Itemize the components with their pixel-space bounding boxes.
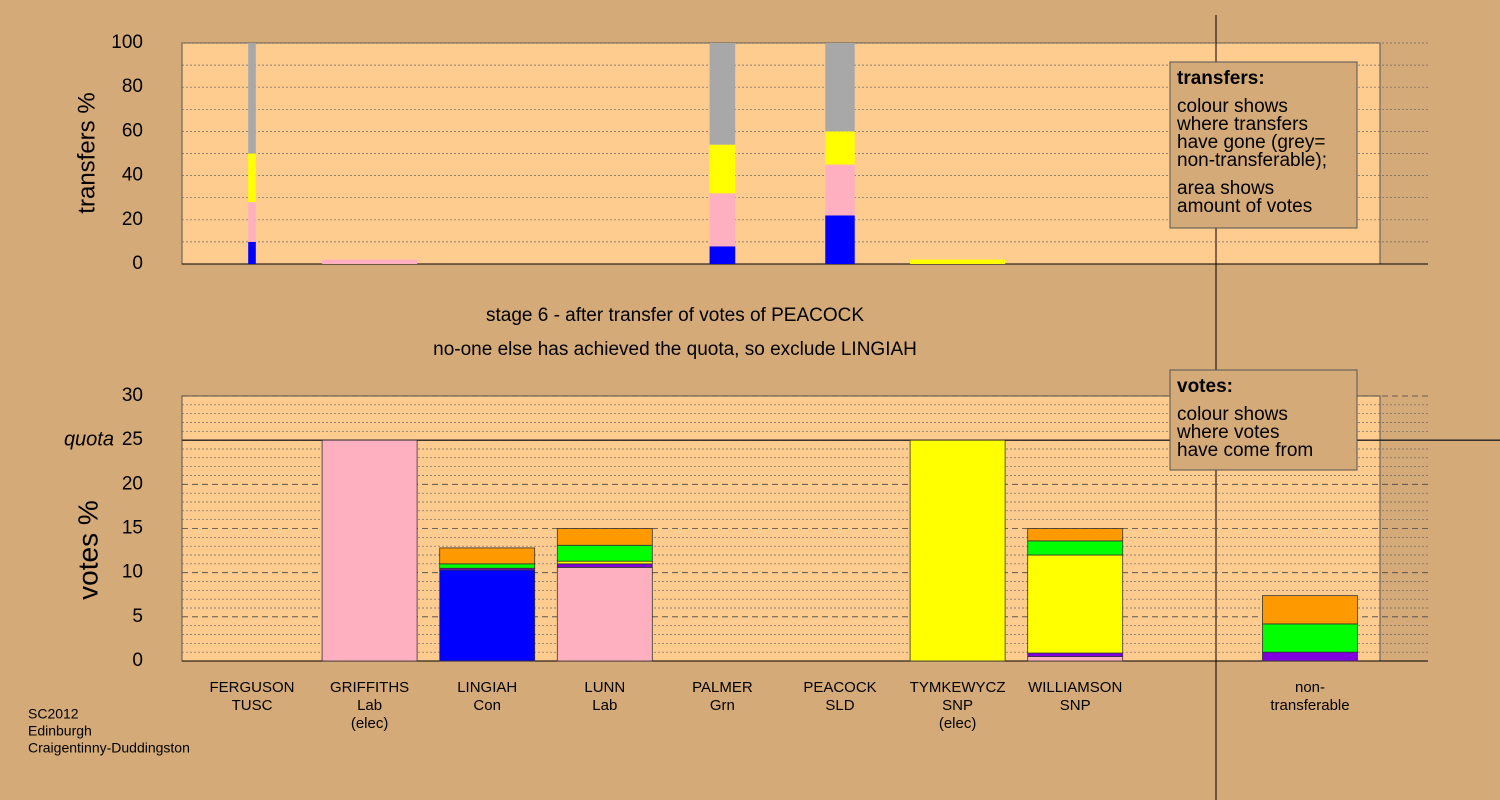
x-tick-label: PALMER: [692, 679, 753, 696]
bar-segment: [910, 259, 1006, 264]
bar-segment: [825, 131, 855, 165]
bar-segment: [709, 246, 736, 264]
y-tick-label: 15: [122, 518, 143, 539]
legend-text: area shows: [1177, 178, 1274, 199]
quota-label: quota: [64, 428, 114, 450]
legend-box: [1169, 61, 1358, 229]
footer: Craigentinny-Duddingston: [28, 740, 190, 756]
x-tick-label: PEACOCK: [803, 679, 876, 696]
y-tick-label: 100: [111, 32, 143, 53]
y-tick-label: 80: [122, 76, 143, 97]
bar-segment: [1262, 623, 1358, 653]
bar-segment: [1027, 540, 1124, 556]
x-tick-label: SNP: [942, 697, 973, 714]
y-tick-label: 20: [122, 473, 143, 494]
bar-segment: [709, 193, 736, 247]
bar-segment: [825, 43, 855, 132]
y-axis-label: votes %: [72, 500, 103, 600]
x-tick-label: TUSC: [232, 697, 273, 714]
x-tick-label: GRIFFITHS: [330, 679, 409, 696]
bar-segment: [825, 215, 855, 264]
x-tick-label: Lab: [357, 697, 382, 714]
x-tick-label: Lab: [592, 697, 617, 714]
y-tick-label: 0: [132, 253, 143, 274]
legend-text: have gone (grey=: [1177, 132, 1325, 153]
y-tick-label: 60: [122, 120, 143, 141]
x-tick-label: SLD: [825, 697, 854, 714]
bar-segment: [1027, 554, 1124, 654]
bar-segment: [556, 563, 653, 568]
y-tick-label: 20: [122, 209, 143, 230]
bar-segment: [556, 566, 653, 662]
bar-segment: [439, 547, 536, 565]
x-tick-label: (elec): [351, 715, 389, 732]
bar-segment: [248, 43, 256, 154]
bar-segment: [825, 164, 855, 216]
legend-text: where transfers: [1176, 114, 1308, 135]
bar-segment: [322, 259, 418, 264]
x-tick-label: Grn: [710, 697, 735, 714]
bar-segment: [709, 43, 736, 145]
x-tick-label: TYMKEWYCZ: [910, 679, 1006, 696]
legend-box: [1169, 369, 1358, 471]
legend-text: colour shows: [1177, 96, 1288, 117]
y-tick-label: 10: [122, 562, 143, 583]
caption: no-one else has achieved the quota, so e…: [433, 339, 917, 360]
x-tick-label: (elec): [939, 715, 977, 732]
y-tick-label: 30: [122, 385, 143, 406]
footer: Edinburgh: [28, 723, 92, 739]
bar-segment: [1027, 656, 1124, 662]
bar-segment: [248, 241, 256, 264]
bar-segment: [248, 153, 256, 203]
bar-segment: [321, 439, 418, 662]
footer: SC2012: [28, 706, 79, 722]
bar-segment: [1262, 595, 1358, 625]
bar-segment: [439, 569, 536, 662]
x-tick-label: WILLIAMSON: [1028, 679, 1122, 696]
x-tick-label: SNP: [1060, 697, 1091, 714]
x-tick-label: FERGUSON: [209, 679, 294, 696]
legend-text: colour shows: [1177, 404, 1288, 425]
legend-title: transfers:: [1177, 68, 1265, 89]
x-tick-label: non-: [1295, 679, 1325, 696]
y-tick-label: 0: [132, 650, 143, 671]
bar-segment: [1027, 528, 1124, 542]
y-axis-label: transfers %: [73, 92, 100, 213]
bar-segment: [1027, 652, 1124, 657]
bar-segment: [556, 544, 653, 562]
y-tick-label: 5: [132, 606, 143, 627]
legend-text: where votes: [1176, 422, 1279, 443]
x-tick-label: LINGIAH: [457, 679, 517, 696]
y-tick-label: 25: [122, 429, 143, 450]
legend-text: amount of votes: [1177, 196, 1312, 217]
x-tick-label: Con: [473, 697, 501, 714]
x-tick-label: LUNN: [584, 679, 625, 696]
bar-segment: [709, 144, 736, 194]
bar-segment: [909, 439, 1006, 662]
legend-text: have come from: [1177, 440, 1313, 461]
caption: stage 6 - after transfer of votes of PEA…: [486, 305, 864, 326]
x-tick-label: transferable: [1270, 697, 1349, 714]
bar-segment: [439, 563, 536, 569]
y-tick-label: 40: [122, 165, 143, 186]
legend-text: non-transferable);: [1177, 150, 1327, 171]
legend-title: votes:: [1177, 376, 1233, 397]
bar-segment: [1262, 651, 1358, 662]
bar-segment: [556, 528, 653, 546]
bar-segment: [248, 202, 256, 242]
